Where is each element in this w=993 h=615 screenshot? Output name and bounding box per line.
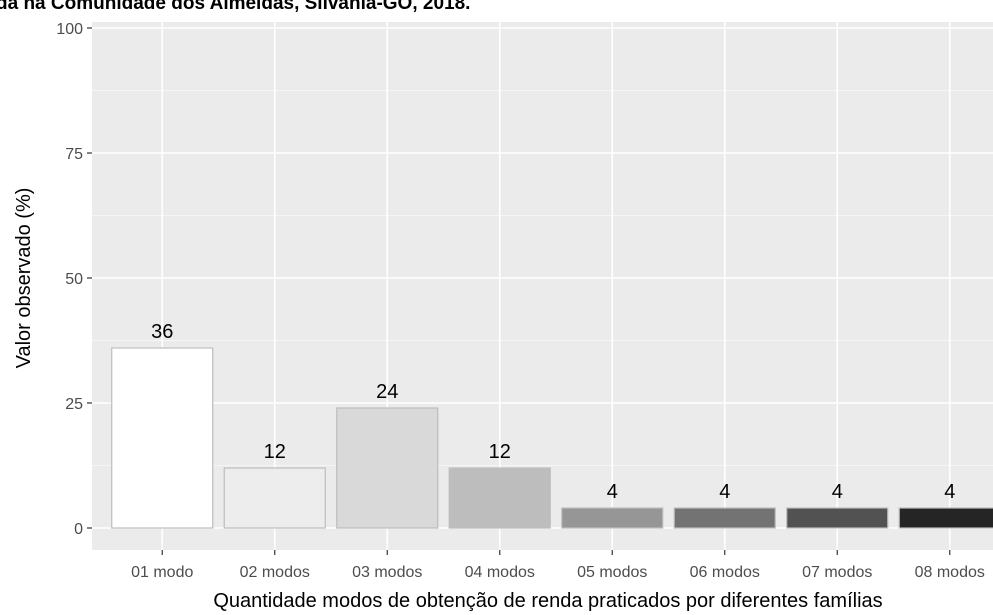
bar-01-modo: [111, 347, 214, 529]
x-axis-title: Quantidade modos de obtenção de renda pr…: [213, 590, 882, 612]
bars-group: [111, 347, 993, 529]
bar-05-modos: [561, 507, 664, 529]
bar-03-modos: [336, 407, 439, 529]
bar-data-label: 12: [264, 441, 286, 463]
y-axis: 0 25 50 75 100: [56, 21, 92, 538]
bar-data-label: 4: [944, 481, 955, 503]
x-tick-label: 02 modos: [240, 564, 310, 581]
x-axis: 01 modo 02 modos 03 modos 04 modos 05 modos 0…: [131, 550, 985, 581]
bar-data-label: 4: [832, 481, 843, 503]
bar-data-label: 4: [607, 481, 618, 503]
minor-gridlines: [92, 90, 993, 466]
y-tick-label: 75: [65, 146, 83, 163]
y-tick-label: 0: [74, 521, 83, 538]
bar-data-label: 24: [376, 381, 398, 403]
x-tick-label: 05 modos: [577, 564, 647, 581]
chart-title: da na Comunidade dos Almeidas, Silvânia-…: [0, 0, 470, 14]
bar-08-modos: [898, 507, 993, 529]
data-labels-group: 36 12 24 12 4 4 4 4: [151, 321, 955, 503]
x-tick-label: 08 modos: [915, 564, 985, 581]
plot-panel: [92, 22, 993, 550]
x-tick-label: 04 modos: [465, 564, 535, 581]
x-tick-label: 01 modo: [131, 564, 193, 581]
bar-02-modos: [223, 467, 326, 529]
bar-data-label: 36: [151, 321, 173, 343]
bar-06-modos: [673, 507, 776, 529]
bar-04-modos: [448, 467, 551, 529]
x-tick-label: 06 modos: [690, 564, 760, 581]
y-axis-title: Valor observado (%): [13, 188, 35, 369]
bar-07-modos: [786, 507, 889, 529]
bar-data-label: 4: [719, 481, 730, 503]
y-tick-label: 50: [65, 271, 83, 288]
bar-data-label: 12: [489, 441, 511, 463]
x-tick-label: 07 modos: [802, 564, 872, 581]
x-tick-label: 03 modos: [352, 564, 422, 581]
y-tick-label: 100: [56, 21, 83, 38]
y-tick-label: 25: [65, 396, 83, 413]
